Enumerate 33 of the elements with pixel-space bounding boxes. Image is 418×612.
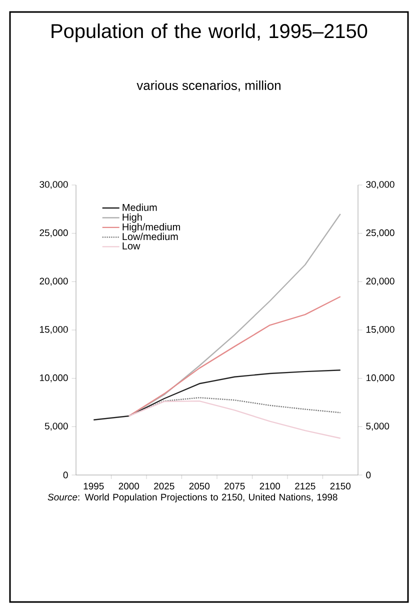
text: Source: World Population Projections to 2150, United Nations, 1998	[48, 494, 338, 502]
x-tick-label: 2050	[189, 482, 210, 490]
y2-tick-label: 0	[366, 472, 371, 478]
x-tick-label: 2100	[260, 482, 280, 490]
legend-label: Low/medium	[122, 232, 178, 240]
chart-title: Population of the world, 1995–2150	[52, 24, 368, 42]
legend-label: High/medium	[122, 223, 180, 232]
legend-label: Low	[122, 242, 140, 250]
y2-tick-label: 25,000	[366, 229, 394, 238]
chart-subtitle: various scenarios, million	[136, 80, 280, 92]
y-tick-label: 15,000	[40, 326, 68, 334]
y-tick-label: 0	[63, 472, 68, 478]
x-tick-label: 2075	[224, 482, 245, 490]
y2-tick-label: 20,000	[366, 278, 394, 286]
x-tick-label: 2125	[295, 482, 316, 490]
y-tick-label: 5,000	[44, 422, 68, 431]
y-tick-label: 20,000	[40, 278, 68, 286]
line-series	[128, 400, 341, 439]
line-series	[128, 296, 341, 417]
y2-tick-label: 15,000	[366, 326, 394, 334]
x-tick-label: 2025	[154, 482, 174, 490]
legend-label: High	[122, 213, 142, 223]
legend-label: Medium	[122, 204, 157, 211]
y2-tick-label: 5,000	[366, 422, 390, 431]
x-tick-label: 2000	[118, 482, 140, 490]
y2-tick-label: 10,000	[366, 374, 394, 382]
line-series	[93, 370, 341, 420]
y-tick-label: 25,000	[40, 229, 68, 238]
y-tick-label: 10,000	[40, 374, 68, 382]
y-tick-label: 30,000	[40, 181, 68, 189]
x-tick-label: 1995	[84, 482, 104, 490]
x-tick-label: 2150	[330, 482, 351, 490]
y2-tick-label: 30,000	[366, 181, 394, 189]
